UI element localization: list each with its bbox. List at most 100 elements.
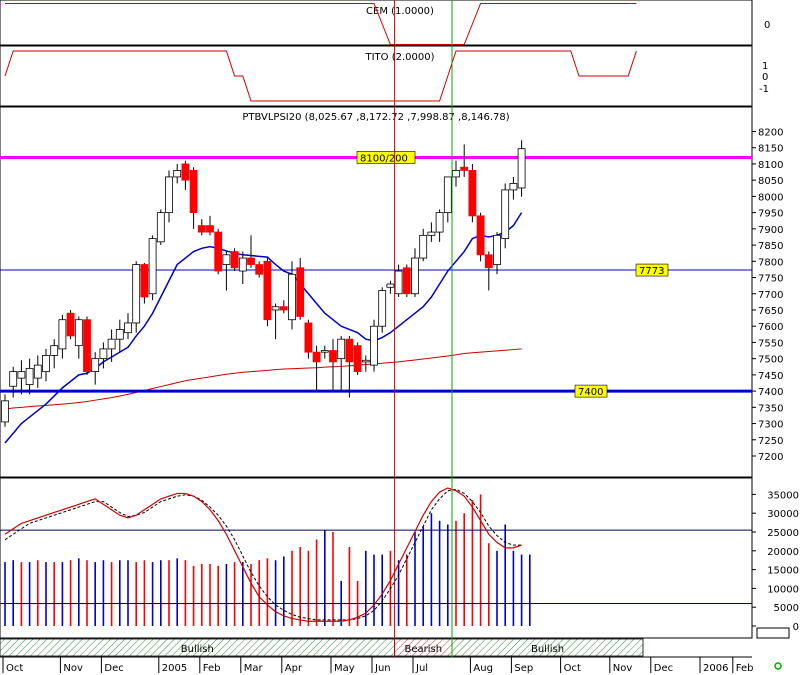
price-series: 8100/200 7773 7400 — [0, 140, 752, 444]
price-axis-ticks: 7200 7250 7300 7350 7400 7450 7500 7550 7600 7650… — [752, 128, 783, 463]
x-tick-label: Dec — [654, 663, 673, 674]
hline-label-box — [356, 151, 416, 164]
volume-tick-label: 10000 — [767, 584, 799, 595]
tito-title: TITO (2.0000) — [364, 52, 434, 63]
candle-body — [517, 148, 526, 189]
price-tick-label: 7950 — [758, 209, 783, 220]
candle-body — [165, 176, 173, 214]
candle-body — [468, 170, 477, 217]
price-title: PTBVLPSI20 (8,025.67 ,8,172.72 ,7,998.87… — [242, 112, 509, 123]
panel-price: PTBVLPSI20 (8,025.67 ,8,172.72 ,7,998.87… — [0, 106, 783, 478]
hline-label-box — [635, 263, 669, 277]
candle-body — [91, 358, 100, 373]
regime-label: Bearish — [405, 644, 443, 655]
candle-body — [247, 257, 255, 265]
cem-line — [5, 3, 637, 45]
cem-title: CEM (1.0000) — [366, 6, 434, 17]
candle-body — [222, 254, 231, 265]
candle-body — [476, 215, 485, 256]
candle-body — [230, 251, 239, 269]
candle-body — [304, 322, 313, 353]
tito-tick-1: 1 — [762, 61, 768, 72]
x-tick-label: Oct — [6, 663, 23, 674]
x-tick-label: Nov — [63, 663, 83, 674]
price-tick-label: 7700 — [758, 290, 783, 301]
ma-fast-line — [4, 212, 523, 444]
ma-slow-line — [4, 348, 522, 410]
tito-tick-0: 0 — [762, 72, 768, 83]
scroll-widget[interactable] — [756, 627, 790, 639]
candle-body — [148, 238, 157, 295]
x-tick-label: Feb — [203, 663, 221, 674]
price-tick-label: 7800 — [758, 257, 783, 268]
candle-body — [9, 371, 18, 387]
candle-body — [25, 367, 34, 386]
candle-body — [509, 183, 518, 191]
price-tick-label: 7850 — [758, 241, 783, 252]
signal-vlines — [394, 0, 453, 657]
x-tick-label: Dec — [104, 663, 123, 674]
price-tick-label: 7500 — [758, 355, 783, 366]
volume-tick-label: 20000 — [767, 547, 799, 558]
price-tick-label: 7600 — [758, 322, 783, 333]
candle-body — [378, 290, 387, 327]
volume-tick-label: 25000 — [767, 528, 799, 539]
price-tick-label: 8200 — [758, 128, 783, 139]
hline-label: 7773 — [639, 266, 664, 277]
hline-label: 8100/200 — [360, 153, 408, 164]
tito-tick-neg1: -1 — [759, 84, 769, 95]
price-tick-label: 8050 — [758, 176, 783, 187]
x-tick-label: Aug — [473, 663, 493, 674]
candle-body — [83, 319, 91, 373]
candle-body — [42, 355, 50, 373]
candle-body — [353, 345, 362, 373]
hline-label-box — [574, 384, 608, 398]
volume-axis-ticks: 0 5000 10000 15000 20000 25000 30000 35000 — [752, 490, 799, 633]
x-tick-label: Feb — [736, 663, 754, 674]
x-tick-label: 2005 — [162, 663, 187, 674]
candle-body — [312, 351, 321, 363]
candle-body — [132, 264, 141, 324]
tito-line — [4, 50, 637, 102]
candle-body — [124, 322, 132, 334]
candle-body — [107, 338, 116, 350]
panel-cem: CEM (1.0000) 0 — [0, 0, 770, 46]
x-tick-label: Jun — [374, 663, 391, 674]
candle-body — [33, 364, 42, 379]
candle-body — [197, 225, 206, 233]
price-tick-label: 8150 — [758, 144, 783, 155]
candle-body — [337, 338, 346, 360]
candle-body — [361, 359, 370, 363]
candle-body — [345, 338, 354, 363]
candle-body — [156, 212, 165, 243]
candle-body — [238, 257, 247, 272]
price-tick-label: 7550 — [758, 338, 783, 349]
candle-body — [484, 254, 493, 269]
candle-body — [419, 234, 428, 259]
volume-tick-label: 0 — [793, 622, 799, 633]
x-tick-label: Nov — [613, 663, 633, 674]
candle-body — [74, 319, 83, 347]
volume-tick-label: 5000 — [774, 603, 799, 614]
x-axis: Oct Nov Dec 2005 Feb Mar Apr May Jun Jul Aug Sep Oct… — [0, 656, 754, 674]
candle-body — [140, 264, 149, 298]
x-tick-label: Jul — [415, 663, 428, 674]
oscillator-signal-line — [4, 488, 522, 621]
volume-tick-label: 35000 — [767, 490, 799, 501]
candle-body — [189, 170, 198, 214]
price-tick-label: 7400 — [758, 387, 783, 398]
panel-volume: 0 5000 10000 15000 20000 25000 30000 35000 — [0, 477, 799, 639]
candle-body — [255, 264, 264, 275]
candle-body — [452, 170, 460, 178]
x-tick-label: Oct — [564, 663, 581, 674]
cem-tick-0: 0 — [764, 20, 770, 31]
candle-body — [402, 267, 411, 295]
x-tick-label: Apr — [285, 663, 303, 674]
candle-body — [501, 189, 510, 239]
price-tick-label: 7650 — [758, 306, 783, 317]
regime-band: Bullish Bearish Bullish — [0, 638, 644, 657]
candle-body — [263, 260, 272, 321]
candle-body — [206, 225, 214, 233]
volume-series — [0, 487, 752, 626]
